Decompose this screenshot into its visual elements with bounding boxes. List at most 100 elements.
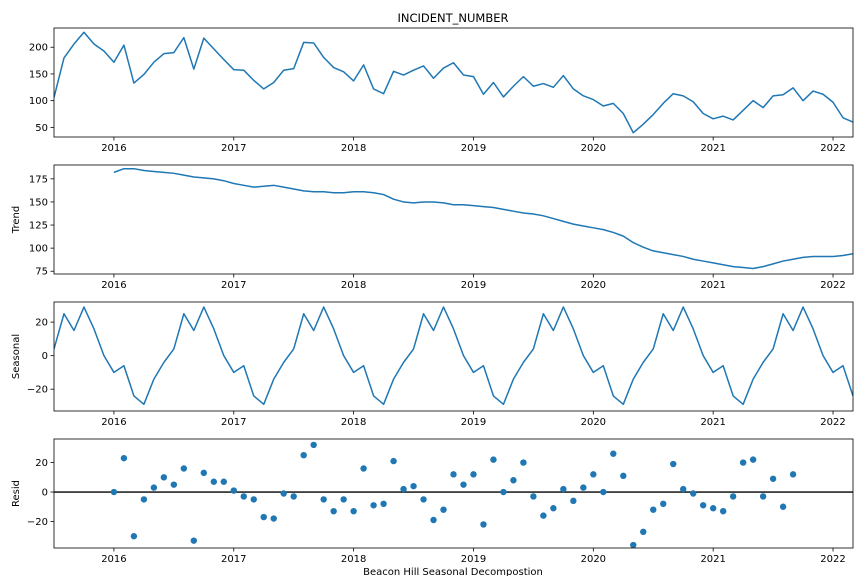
x-tick-label: 2017 (221, 143, 246, 154)
data-point (739, 459, 747, 466)
x-tick-label: 2020 (581, 143, 606, 154)
data-point (530, 493, 537, 500)
data-point (380, 500, 387, 508)
data-point (719, 507, 727, 515)
data-point (540, 512, 547, 519)
data-point (520, 459, 527, 466)
data-point (789, 471, 797, 478)
series-line (54, 31, 853, 134)
data-point (550, 505, 557, 512)
y-tick-label: 50 (35, 123, 48, 134)
data-point (690, 490, 697, 497)
x-tick-label: 2019 (461, 143, 486, 154)
x-tick-label: 2021 (700, 143, 725, 154)
y-axis-label: Resid (11, 480, 22, 507)
data-point (600, 488, 607, 496)
x-tick-label: 2020 (581, 280, 606, 291)
x-tick-label: 2020 (581, 554, 606, 565)
x-tick-label: 2016 (101, 143, 126, 154)
data-point (749, 456, 757, 463)
y-tick-label: −20 (27, 517, 48, 528)
x-tick-label: 2022 (820, 554, 845, 565)
y-tick-label: 75 (35, 267, 48, 278)
data-point (709, 505, 717, 512)
y-tick-label: 150 (29, 69, 48, 80)
data-point (470, 471, 477, 478)
data-point (729, 493, 737, 500)
series-line (113, 167, 853, 270)
data-point (670, 460, 677, 468)
data-point (130, 533, 138, 540)
data-point (680, 485, 687, 493)
data-point (400, 485, 407, 493)
data-point (290, 493, 297, 500)
data-point (200, 469, 208, 477)
x-tick-label: 2021 (700, 417, 725, 428)
y-axis-label: Seasonal (11, 334, 22, 379)
data-point (660, 500, 667, 508)
data-point (390, 457, 397, 465)
data-point (410, 482, 417, 490)
data-point (610, 450, 617, 457)
data-point (180, 465, 188, 472)
series-data (110, 441, 797, 548)
x-tick-label: 2022 (820, 417, 845, 428)
data-point (240, 493, 247, 500)
x-tick-label: 2019 (461, 417, 486, 428)
y-tick-label: 0 (42, 351, 48, 362)
data-point (510, 477, 517, 484)
axes-frame (53, 164, 854, 275)
series-line (54, 306, 853, 406)
x-tick-label: 2016 (101, 417, 126, 428)
data-point (120, 454, 128, 462)
y-tick-label: −20 (27, 385, 48, 396)
data-point (650, 506, 657, 513)
data-point (759, 493, 767, 500)
y-tick-label: 175 (29, 174, 48, 185)
x-tick-label: 2018 (341, 280, 366, 291)
x-tick-label: 2018 (341, 554, 366, 565)
axes-frame (53, 301, 854, 412)
data-point (450, 471, 457, 478)
y-tick-label: 150 (29, 197, 48, 208)
panel-trend: 75 100 125 150 175 2016 2017 2018 2019 2020 2021 20… (11, 164, 854, 291)
x-tick-label: 2018 (341, 417, 366, 428)
data-point (640, 528, 647, 535)
data-point (170, 481, 178, 488)
data-point (370, 502, 377, 509)
data-point (140, 496, 148, 503)
x-tick-label: 2018 (341, 143, 366, 154)
y-axis-label: Trend (11, 206, 22, 234)
axes-frame (53, 438, 854, 549)
data-point (699, 502, 707, 509)
y-tick-label: 100 (29, 96, 48, 107)
x-tick-label: 2022 (820, 280, 845, 291)
y-tick-label: 100 (29, 244, 48, 255)
data-point (330, 507, 337, 515)
data-point (570, 497, 577, 505)
data-point (440, 506, 447, 513)
data-point (620, 472, 627, 480)
figure-xlabel: Beacon Hill Seasonal Decompostion (363, 567, 543, 576)
data-point (490, 456, 497, 463)
data-point (420, 496, 427, 503)
series-data (113, 167, 853, 270)
panel-resid: −20 0 20 2016 2017 2018 2019 2020 2021 2022 Resid (11, 438, 854, 565)
x-tick-label: 2022 (820, 143, 845, 154)
data-point (260, 513, 267, 521)
x-tick-label: 2019 (461, 554, 486, 565)
data-point (220, 478, 227, 485)
data-point (320, 496, 327, 503)
x-tick-label: 2020 (581, 417, 606, 428)
x-tick-label: 2021 (700, 554, 725, 565)
figure-title: INCIDENT_NUMBER (397, 11, 508, 25)
axes-frame (53, 27, 854, 138)
data-point (300, 452, 307, 459)
data-point (430, 516, 437, 524)
y-tick-label: 125 (29, 221, 48, 232)
x-tick-label: 2016 (101, 280, 126, 291)
x-tick-label: 2017 (221, 554, 246, 565)
data-point (560, 485, 567, 493)
data-point (480, 521, 487, 528)
